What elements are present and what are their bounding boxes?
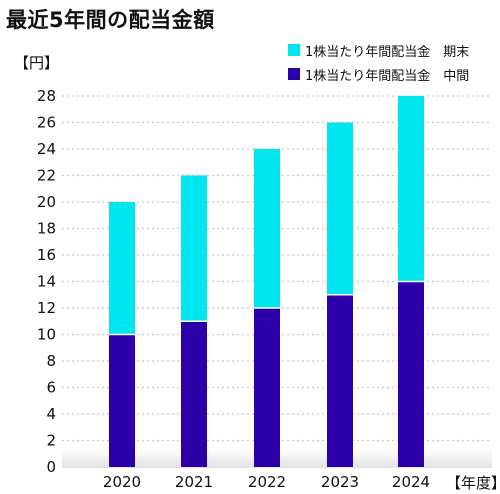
x-tick-label-2024: 2024 bbox=[392, 473, 430, 491]
y-tick-label-2: 2 bbox=[46, 432, 56, 450]
y-tick-label-26: 26 bbox=[37, 114, 56, 132]
legend-item-year-end: 1株当たり年間配当金 期末 bbox=[288, 38, 469, 62]
x-tick-label-2021: 2021 bbox=[175, 473, 213, 491]
x-tick-label-2020: 2020 bbox=[103, 473, 141, 491]
bar-2022-interim bbox=[254, 308, 280, 467]
y-tick-label-4: 4 bbox=[46, 405, 56, 423]
x-axis-unit-label: 【年度】 bbox=[446, 474, 500, 492]
y-tick-label-18: 18 bbox=[37, 220, 56, 238]
y-tick-label-10: 10 bbox=[37, 326, 56, 344]
y-tick-label-6: 6 bbox=[46, 379, 56, 397]
y-tick-label-16: 16 bbox=[37, 246, 56, 264]
bar-2024-interim bbox=[398, 281, 424, 467]
bar-2021-interim bbox=[181, 321, 207, 467]
bar-2023-interim bbox=[327, 294, 353, 467]
chart-legend: 1株当たり年間配当金 期末 1株当たり年間配当金 中間 bbox=[288, 38, 469, 86]
y-tick-label-14: 14 bbox=[37, 273, 56, 291]
y-tick-label-12: 12 bbox=[37, 299, 56, 317]
y-tick-label-20: 20 bbox=[37, 193, 56, 211]
x-tick-label-2023: 2023 bbox=[321, 473, 359, 491]
bar-2022-year-end bbox=[254, 149, 280, 308]
bar-2020-interim bbox=[109, 334, 135, 467]
y-axis-unit-label: 【円】 bbox=[14, 54, 60, 72]
legend-swatch-year-end bbox=[288, 44, 300, 56]
legend-label-interim: 1株当たり年間配当金 中間 bbox=[305, 68, 470, 84]
y-tick-label-8: 8 bbox=[46, 352, 56, 370]
chart-title: 最近5年間の配当金額 bbox=[6, 8, 215, 32]
bar-2023-year-end bbox=[327, 122, 353, 295]
y-tick-label-28: 28 bbox=[37, 87, 56, 105]
legend-swatch-interim bbox=[288, 68, 300, 80]
bar-2024-year-end bbox=[398, 96, 424, 282]
x-tick-label-2022: 2022 bbox=[248, 473, 286, 491]
bar-2020-year-end bbox=[109, 202, 135, 335]
legend-item-interim: 1株当たり年間配当金 中間 bbox=[288, 62, 469, 86]
y-tick-label-22: 22 bbox=[37, 167, 56, 185]
y-tick-label-0: 0 bbox=[46, 458, 56, 476]
bar-2021-year-end bbox=[181, 175, 207, 322]
y-tick-label-24: 24 bbox=[37, 140, 56, 158]
legend-label-year-end: 1株当たり年間配当金 期末 bbox=[305, 44, 470, 60]
